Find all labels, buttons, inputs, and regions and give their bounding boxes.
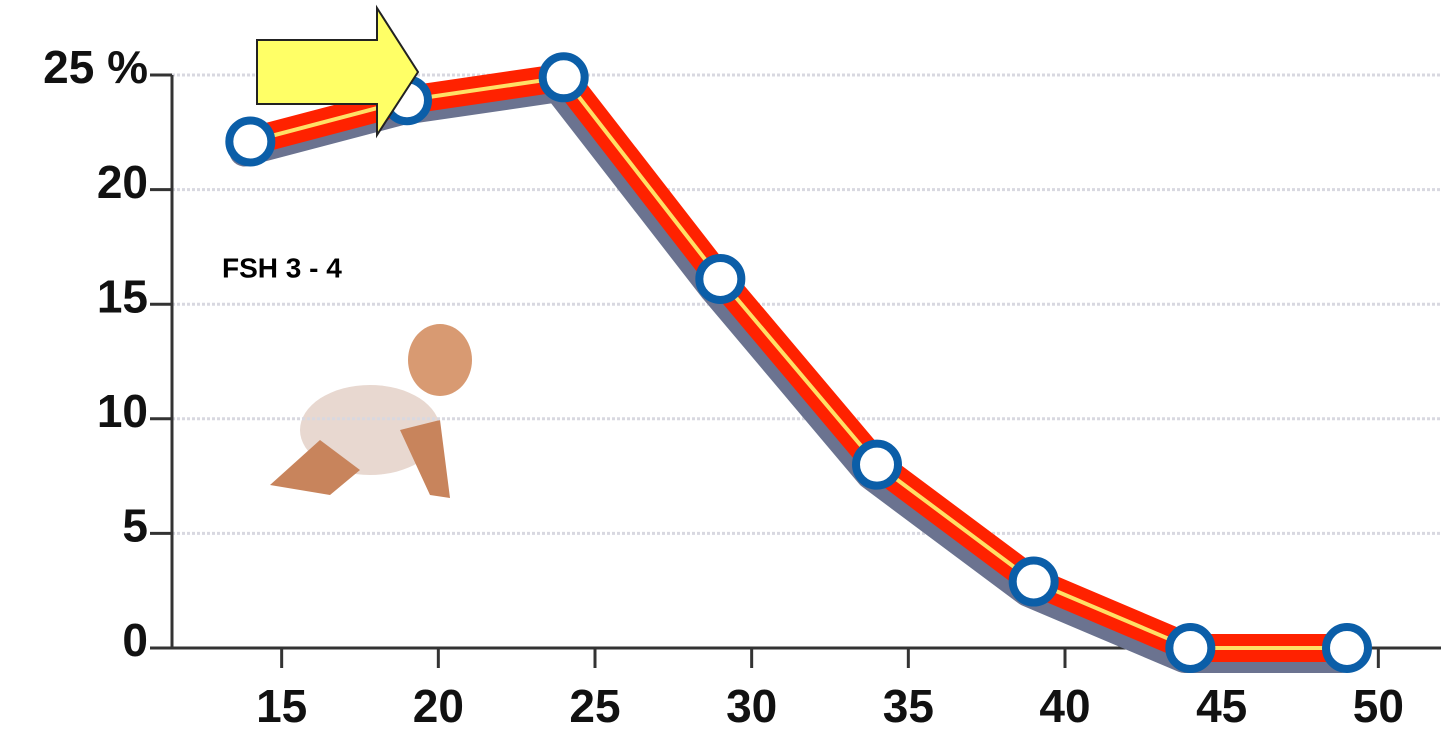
y-tick-label: 25 %	[43, 41, 148, 93]
x-tick-label: 50	[1353, 680, 1404, 732]
y-tick-label: 5	[122, 500, 148, 552]
x-tick-label: 20	[413, 680, 464, 732]
x-tick-label: 35	[883, 680, 934, 732]
y-tick-label: 15	[97, 270, 148, 322]
x-tick-label: 40	[1039, 680, 1090, 732]
marker	[1008, 556, 1059, 607]
marker	[1165, 623, 1216, 673]
y-tick-label: 0	[122, 614, 148, 666]
arrow	[256, 4, 420, 139]
marker	[538, 52, 589, 103]
marker	[225, 116, 276, 167]
y-tick-label: 10	[97, 385, 148, 437]
x-tick-label: 15	[256, 680, 307, 732]
x-tick-label: 25	[569, 680, 620, 732]
marker	[695, 253, 746, 304]
x-tick-label: 45	[1196, 680, 1247, 732]
x-tick-label: 30	[726, 680, 777, 732]
baby-picture	[270, 324, 472, 498]
line-highlight	[248, 75, 1349, 650]
annotation: FSH 3 - 4	[222, 252, 342, 283]
y-tick-label: 20	[97, 156, 148, 208]
marker	[852, 439, 902, 490]
marker	[1322, 623, 1372, 673]
